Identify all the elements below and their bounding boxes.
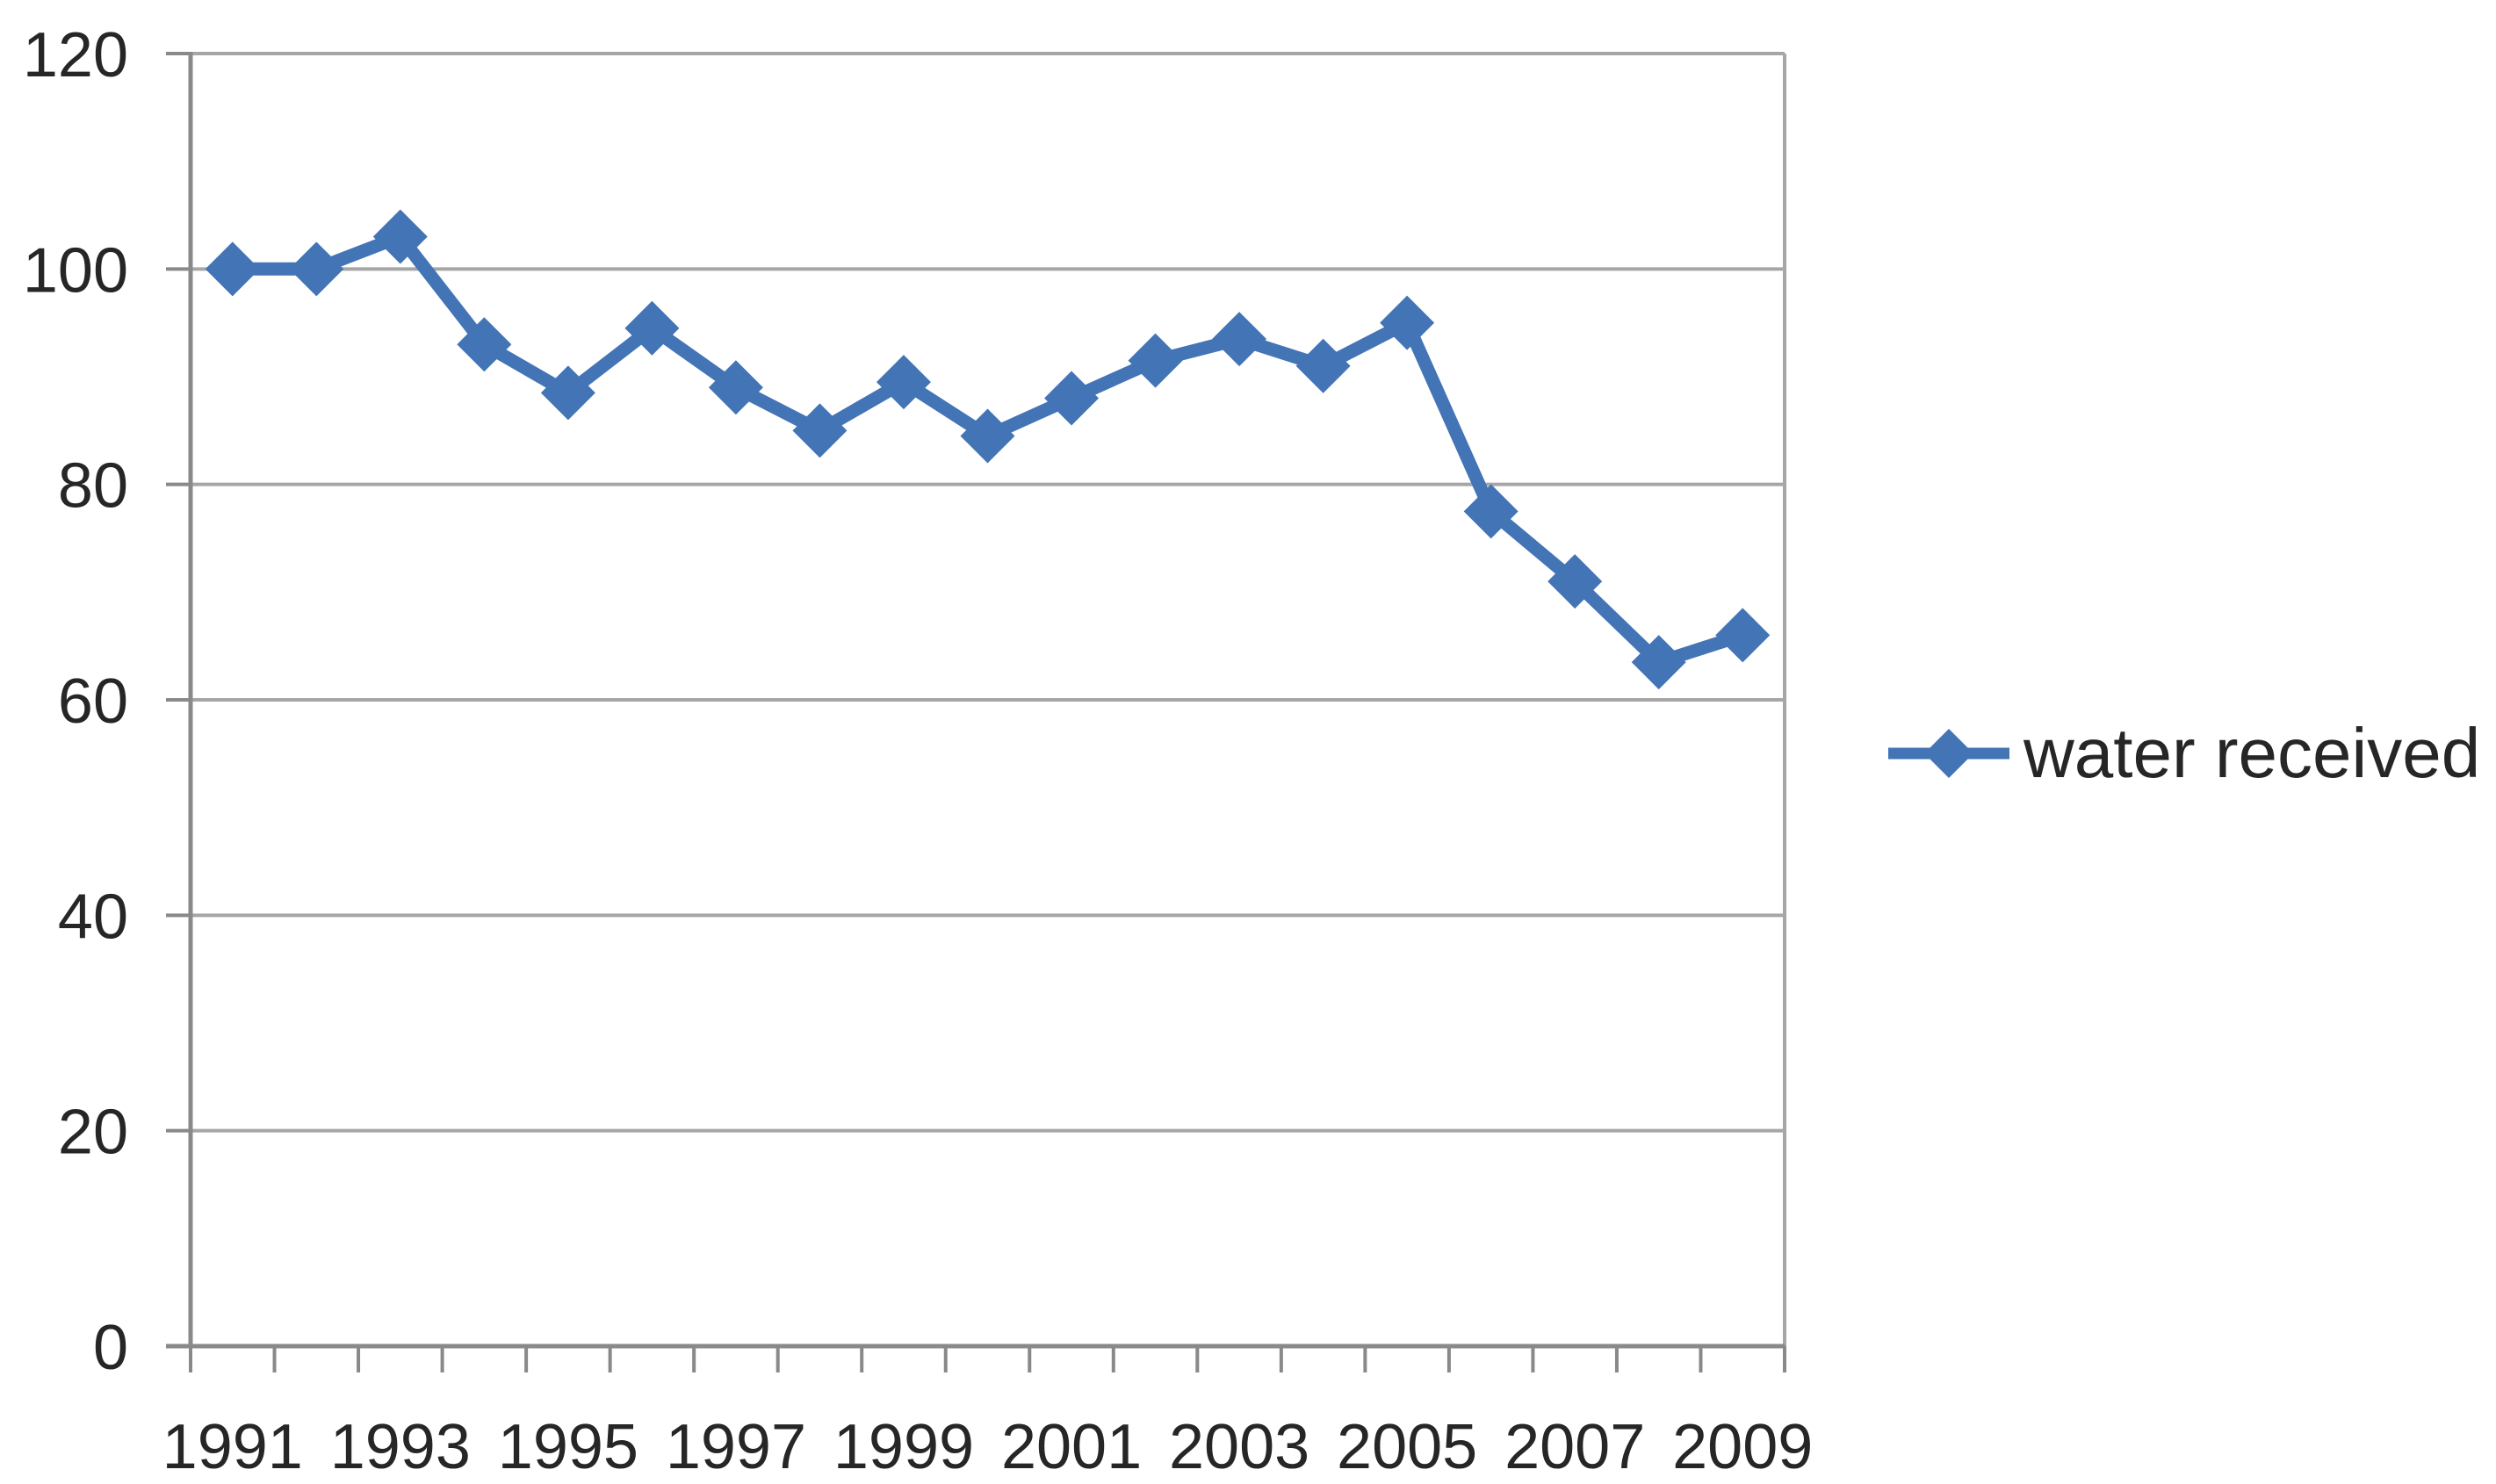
legend-diamond-icon xyxy=(1924,729,1973,778)
x-axis-label: 2007 xyxy=(1504,1412,1645,1482)
legend: water received xyxy=(1886,699,2480,808)
x-axis-label: 1991 xyxy=(162,1412,303,1482)
x-axis-label: 1995 xyxy=(498,1412,638,1482)
marker-2000 xyxy=(960,408,1015,464)
x-axis-label: 2003 xyxy=(1169,1412,1309,1482)
marker-1997 xyxy=(708,360,763,415)
marker-2004 xyxy=(1295,338,1351,393)
marker-1991 xyxy=(205,241,260,297)
x-axis-label: 1993 xyxy=(330,1412,471,1482)
y-axis-label: 100 xyxy=(23,235,128,306)
marker-2008 xyxy=(1631,635,1686,690)
marker-1996 xyxy=(624,300,680,356)
marker-1995 xyxy=(540,365,595,421)
y-axis-label: 80 xyxy=(58,451,128,522)
marker-1994 xyxy=(457,317,512,372)
marker-1993 xyxy=(372,209,428,264)
legend-marker-icon xyxy=(1888,729,2009,778)
gridlines xyxy=(191,52,1785,1133)
x-axis-label: 1999 xyxy=(833,1412,974,1482)
x-axis-labels: 1991 1993 1995 1997 1999 2001 2003 2005 2007 2009 xyxy=(162,1412,1814,1482)
x-axis-label: 2001 xyxy=(1001,1412,1142,1482)
marker-2003 xyxy=(1212,312,1267,367)
y-axis-labels: 0 20 40 60 80 100 120 xyxy=(23,20,128,1383)
y-axis-label: 120 xyxy=(23,20,128,90)
marker-1999 xyxy=(876,355,931,410)
marker-1998 xyxy=(792,403,848,458)
marker-2001 xyxy=(1044,371,1100,426)
series-markers xyxy=(205,209,1771,690)
marker-2005 xyxy=(1380,295,1435,350)
x-axis-label: 2005 xyxy=(1337,1412,1477,1482)
marker-2007 xyxy=(1547,554,1603,609)
marker-2006 xyxy=(1463,484,1519,539)
axis-ticks xyxy=(166,52,1786,1372)
y-axis-label: 0 xyxy=(93,1313,128,1383)
marker-2009 xyxy=(1715,608,1771,663)
y-axis-label: 40 xyxy=(58,882,128,952)
legend-label: water received xyxy=(2023,714,2481,792)
x-axis-label: 2009 xyxy=(1672,1412,1813,1482)
marker-1992 xyxy=(289,241,344,297)
y-axis-label: 20 xyxy=(58,1098,128,1168)
y-axis-label: 60 xyxy=(58,666,128,737)
marker-2002 xyxy=(1128,333,1183,388)
x-axis-label: 1997 xyxy=(666,1412,806,1482)
